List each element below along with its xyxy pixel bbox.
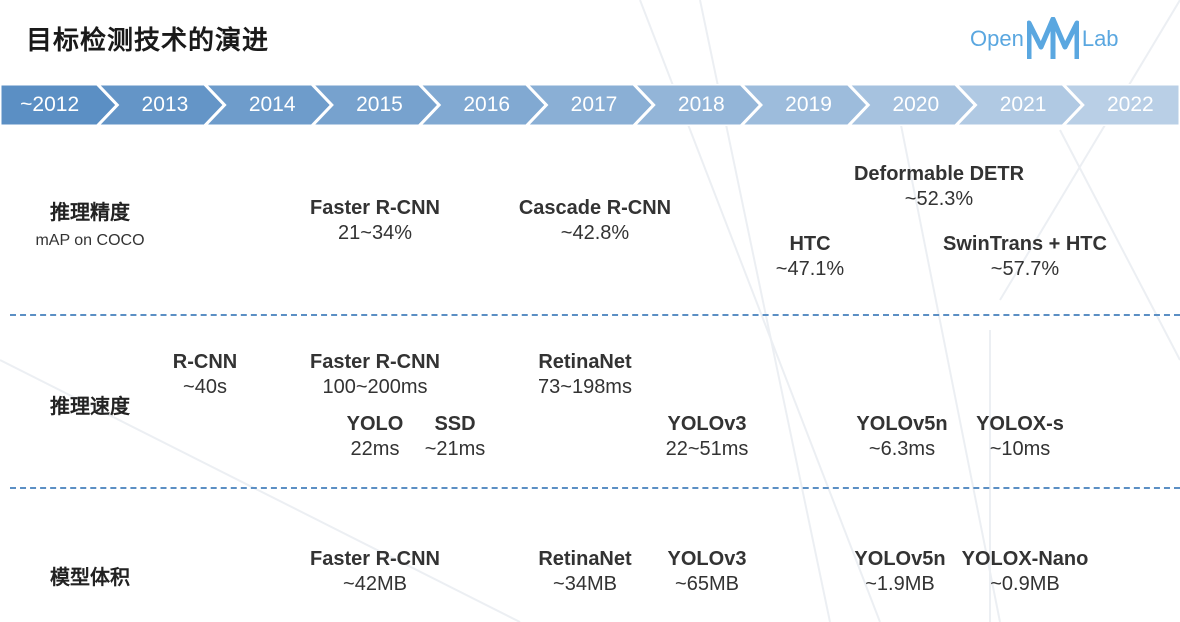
year-label: ~2012: [20, 93, 80, 116]
size-item: RetinaNet ~34MB: [485, 547, 685, 597]
speed-item: Faster R-CNN 100~200ms: [275, 350, 475, 400]
speed-item: YOLOv5n ~6.3ms: [802, 412, 1002, 462]
year-label: 2021: [999, 93, 1047, 116]
model-name: RetinaNet: [538, 548, 632, 570]
section-divider: [10, 487, 1180, 489]
model-name: Faster R-CNN: [309, 197, 441, 219]
speed-item: RetinaNet 73~198ms: [485, 350, 685, 400]
model-value: ~0.9MB: [990, 573, 1060, 595]
timeline-segment: [309, 84, 442, 126]
timeline-segment: [95, 84, 227, 126]
model-name: YOLOv3: [667, 413, 747, 435]
model-value: 21~34%: [338, 222, 412, 244]
model-name: Deformable DETR: [853, 163, 1025, 185]
timeline-segment: [846, 84, 978, 126]
model-name: Cascade R-CNN: [518, 197, 672, 219]
model-name: YOLOX-Nano: [961, 548, 1089, 570]
model-name: Faster R-CNN: [309, 548, 441, 570]
accuracy-item: Deformable DETR ~52.3%: [839, 162, 1039, 212]
timeline-segment: [631, 84, 763, 126]
size-item: Faster R-CNN ~42MB: [275, 547, 475, 597]
model-value: ~52.3%: [904, 188, 974, 210]
model-value: ~57.7%: [990, 258, 1060, 280]
model-value: 100~200ms: [322, 376, 428, 398]
model-name: YOLOv3: [667, 548, 747, 570]
speed-item: YOLO 22ms: [275, 412, 475, 462]
model-name: R-CNN: [172, 351, 238, 373]
timeline-segment: [1060, 84, 1180, 126]
section-divider: [10, 314, 1180, 316]
logo-mm-mark: [1026, 17, 1079, 59]
model-name: HTC: [789, 233, 831, 255]
year-label: 2014: [248, 93, 296, 116]
speed-item: R-CNN ~40s: [105, 350, 305, 400]
accuracy-item: Faster R-CNN 21~34%: [275, 196, 475, 246]
model-name: YOLOX-s: [976, 413, 1064, 435]
openmmlab-logo: Open Lab: [970, 14, 1119, 64]
year-label: 2016: [463, 93, 511, 116]
model-value: ~10ms: [989, 438, 1051, 460]
accuracy-item: HTC ~47.1%: [710, 232, 910, 282]
row-sublabel-accuracy: mAP on COCO: [35, 232, 145, 249]
year-timeline: ~2012 2013 2014 2015 2016 2017 2018 2019 2020 202…: [0, 84, 1180, 126]
size-item: YOLOv3 ~65MB: [607, 547, 807, 597]
row-label-accuracy: 推理精度: [50, 200, 130, 224]
model-name: SwinTrans + HTC: [943, 233, 1107, 255]
row-label-size: 模型体积: [50, 565, 130, 589]
model-value: ~42.8%: [560, 222, 630, 244]
model-name: Faster R-CNN: [309, 351, 441, 373]
timeline-segment: [202, 84, 334, 126]
model-value: ~1.9MB: [865, 573, 935, 595]
timeline-segment: [417, 84, 549, 126]
logo-text-lab: Lab: [1081, 26, 1119, 51]
model-name: YOLO: [346, 413, 404, 435]
model-value: 73~198ms: [538, 376, 632, 398]
model-value: ~34MB: [553, 573, 617, 595]
speed-item: YOLOX-s ~10ms: [920, 412, 1120, 462]
model-value: ~21ms: [424, 438, 486, 460]
size-item: YOLOX-Nano ~0.9MB: [925, 547, 1125, 597]
year-label: 2013: [141, 93, 189, 116]
model-value: ~42MB: [343, 573, 407, 595]
year-label: 2018: [677, 93, 725, 116]
timeline-segment: [524, 84, 656, 126]
page-title: 目标检测技术的演进: [26, 26, 270, 56]
model-value: ~65MB: [675, 573, 739, 595]
accuracy-item: SwinTrans + HTC ~57.7%: [925, 232, 1125, 282]
year-label: 2020: [892, 93, 940, 116]
model-value: ~6.3ms: [868, 438, 936, 460]
model-name: YOLOv5n: [854, 548, 946, 570]
speed-item: SSD ~21ms: [355, 412, 555, 462]
model-name: YOLOv5n: [856, 413, 948, 435]
year-label: 2017: [570, 93, 618, 116]
model-value: ~47.1%: [775, 258, 845, 280]
year-label: 2015: [356, 93, 403, 116]
speed-item: YOLOv3 22~51ms: [607, 412, 807, 462]
timeline-segment: [953, 84, 1085, 126]
model-value: 22ms: [350, 438, 400, 460]
model-name: RetinaNet: [538, 351, 632, 373]
model-value: ~40s: [183, 376, 227, 398]
year-label: 2022: [1107, 93, 1154, 116]
timeline-arrows: [0, 84, 1180, 126]
size-item: YOLOv5n ~1.9MB: [800, 547, 1000, 597]
model-name: SSD: [434, 413, 476, 435]
model-value: 22~51ms: [665, 438, 749, 460]
timeline-segment: [738, 84, 871, 126]
accuracy-item: Cascade R-CNN ~42.8%: [495, 196, 695, 246]
logo-text-open: Open: [970, 26, 1024, 51]
row-label-speed: 推理速度: [50, 394, 130, 418]
year-label: 2019: [785, 93, 832, 116]
